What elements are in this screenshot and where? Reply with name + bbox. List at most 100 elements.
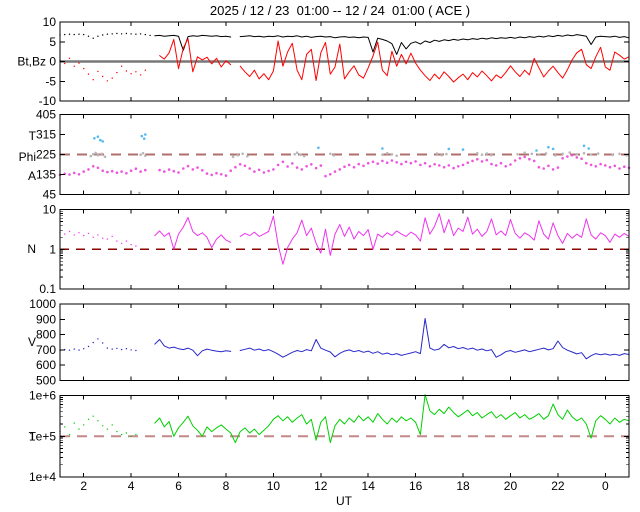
series-A-dot — [461, 163, 465, 167]
series-A-dot — [414, 160, 417, 163]
series-Bt-dot — [92, 37, 94, 39]
series-T-dot — [68, 433, 71, 436]
series-Bz-dot — [83, 67, 85, 70]
series-A-dot — [452, 166, 455, 170]
x-tick-label: 4 — [128, 479, 135, 493]
series-Phi-dot — [516, 153, 519, 156]
series-Bz-dot — [116, 71, 118, 74]
panel5-ylabel: T — [29, 430, 37, 444]
series-Phi-dot — [589, 153, 593, 156]
series-Bt-dot — [97, 35, 99, 37]
series-Phi-dot — [91, 153, 95, 156]
series-A-dot — [585, 161, 588, 165]
series-A-dot — [570, 153, 574, 157]
series-Bt-dot — [87, 35, 90, 37]
series-A-dot — [589, 163, 593, 167]
series-Phi-dot — [100, 152, 103, 156]
series-Phi-dot — [96, 153, 100, 157]
series-Bz-dot — [63, 62, 66, 65]
x-tick-label: 22 — [551, 479, 565, 493]
series-A-dot — [248, 167, 251, 170]
y-tick-label: 10 — [43, 203, 57, 217]
series-Phi-dot — [395, 154, 399, 158]
series-A-dot — [433, 163, 436, 166]
series-Phi-dot — [618, 152, 621, 156]
series-T-dot — [135, 433, 137, 436]
series-Phi-dot — [440, 153, 444, 157]
series-Phi-dot — [485, 152, 489, 155]
series-Bz-dot — [125, 70, 128, 72]
series-Phi-dot — [144, 154, 147, 158]
series-A-dot — [509, 163, 512, 166]
series-V-dot — [78, 349, 80, 351]
x-tick-label: 14 — [362, 479, 376, 493]
series-Bt-dot — [68, 33, 71, 35]
series-V-dot — [73, 348, 75, 350]
series-Phi-dot — [103, 155, 107, 158]
series-A-dot — [381, 159, 384, 163]
series-V-dot — [87, 345, 90, 348]
series-A-dot — [310, 163, 313, 166]
series-A-dot — [494, 164, 498, 167]
series-T-dot — [101, 140, 104, 143]
series-Phi-dot — [302, 154, 306, 158]
series-Bt-dot — [106, 33, 109, 35]
series-Bt-dot — [120, 33, 123, 35]
series-A-dot — [158, 168, 161, 172]
series-A-dot — [272, 168, 275, 171]
series-T-dot — [93, 137, 96, 140]
series-A-dot — [324, 174, 327, 178]
series-A-dot — [177, 171, 180, 174]
series-T — [154, 394, 630, 444]
series-A-dot — [438, 164, 441, 167]
series-Bz-dot — [73, 65, 75, 67]
series-A-dot — [442, 165, 446, 169]
series-A-dot — [613, 164, 617, 168]
series-Phi-dot — [554, 154, 557, 157]
series-T-dot — [116, 430, 118, 433]
panel1-ylabel: Bt,Bz — [17, 55, 46, 69]
series-A-dot — [196, 166, 199, 169]
series-N-dot — [106, 238, 109, 240]
series-A-dot — [623, 165, 626, 168]
series-Phi-dot — [139, 153, 142, 156]
y-tick-label: 45 — [43, 188, 57, 202]
series-T-dot — [317, 146, 320, 150]
series-A-dot — [542, 167, 545, 170]
series-A-dot — [551, 168, 555, 171]
series-Phi-dot — [89, 154, 93, 158]
series-A-dot — [338, 168, 342, 171]
series-A-dot — [82, 170, 85, 173]
series-A-dot — [362, 164, 365, 168]
series-A-dot — [125, 171, 128, 175]
series-N-dot — [102, 237, 104, 239]
series-Bt-dot — [116, 32, 118, 35]
series-Phi-dot — [332, 154, 336, 157]
series-N — [154, 217, 232, 250]
y-tick-label: 700 — [36, 343, 56, 357]
series-A-dot — [163, 170, 166, 173]
series-A-dot — [480, 160, 484, 163]
series-V-dot — [92, 341, 94, 344]
series-A-dot — [485, 158, 489, 162]
x-axis-title: UT — [336, 494, 353, 508]
panel2-row-label-a: A — [28, 169, 36, 183]
series-A-dot — [532, 159, 536, 163]
x-tick-label: 6 — [175, 479, 182, 493]
series-Bt-dot — [139, 33, 142, 35]
series-Bt-dot — [125, 32, 128, 35]
series-T-dot — [99, 138, 102, 142]
series-A-dot — [96, 166, 100, 170]
series-N-dot — [116, 240, 118, 242]
series-Phi-dot — [385, 151, 389, 155]
series-Phi-dot — [435, 152, 439, 155]
y-tick-label: 900 — [36, 312, 56, 326]
series-V-dot — [106, 347, 109, 349]
series-A-dot — [91, 165, 95, 168]
series-A-dot — [428, 165, 432, 168]
series-A-dot — [134, 167, 138, 170]
series-Phi-dot — [582, 151, 586, 155]
series-A-dot — [191, 168, 195, 171]
y-tick-label: 0.1 — [39, 282, 56, 296]
series-V-dot — [83, 348, 85, 350]
